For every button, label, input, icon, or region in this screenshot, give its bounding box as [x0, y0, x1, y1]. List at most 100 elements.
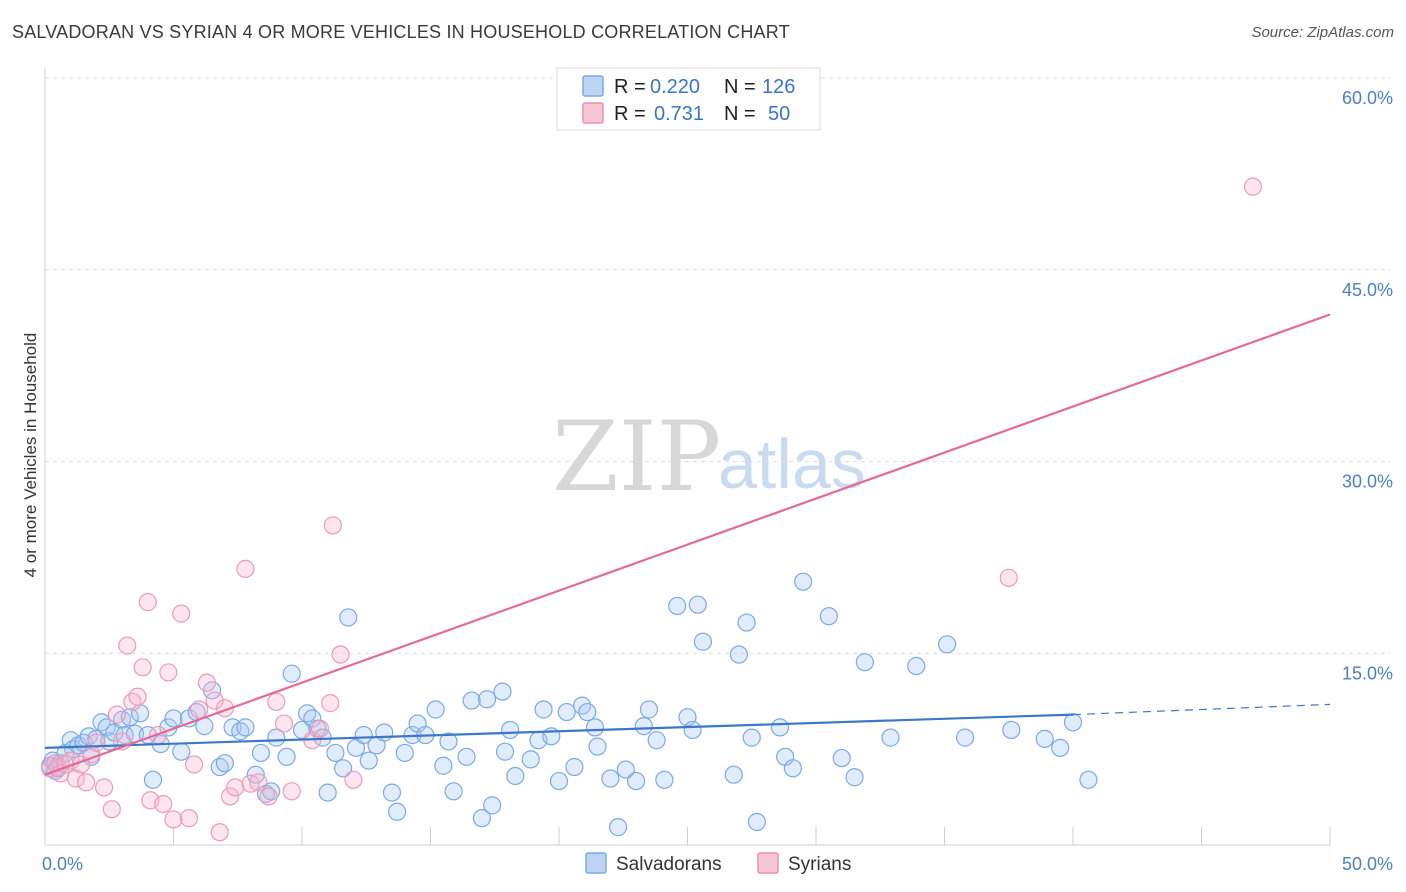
- salvadorans-point-95: [655, 770, 674, 789]
- salvadorans-point-40: [262, 782, 281, 801]
- syrians-point-22: [154, 794, 173, 814]
- syrians-point-24: [164, 810, 183, 829]
- salvadorans-point-70: [472, 809, 491, 828]
- salvadorans-point-103: [737, 613, 756, 632]
- bottom-legend-swatch-syrians: [757, 852, 779, 874]
- y-tick-label-3: 15.0%: [1342, 663, 1393, 683]
- salvadorans-point-81: [549, 771, 569, 791]
- legend-r-label-syrians: R =: [614, 103, 646, 125]
- syrians-point-44: [321, 694, 340, 713]
- salvadorans-point-74: [495, 742, 515, 761]
- salvadorans-point-119: [1035, 729, 1054, 748]
- salvadorans-point-110: [819, 607, 838, 626]
- salvadorans-point-79: [534, 700, 553, 719]
- salvadorans-point-51: [334, 759, 353, 778]
- salvadorans-point-108: [783, 759, 802, 778]
- salvadorans-point-55: [359, 751, 378, 770]
- syrians-point-37: [249, 773, 268, 792]
- salvadorans-point-100: [693, 632, 713, 651]
- y-tick-label-0: 60.0%: [1342, 88, 1393, 108]
- legend-n-label-syrians: N =: [724, 103, 756, 125]
- trend-lines: [44, 313, 1331, 776]
- salvadorans-point-98: [683, 720, 702, 740]
- salvadorans-point-122: [1079, 770, 1098, 789]
- salvadorans-point-120: [1051, 738, 1070, 757]
- salvadorans-point-33: [215, 754, 234, 773]
- salvadorans-point-73: [493, 682, 512, 701]
- salvadorans-point-76: [506, 766, 525, 786]
- bottom-legend-swatch-salvadorans: [585, 852, 607, 874]
- series-legend: Salvadorans Syrians: [585, 852, 851, 875]
- salvadorans-point-90: [616, 760, 635, 779]
- salvadorans-point-106: [770, 718, 790, 737]
- salvadorans-point-54: [354, 725, 373, 745]
- salvadorans-point-65: [434, 756, 453, 775]
- salvadorans-point-91: [626, 771, 646, 791]
- salvadorans-point-116: [937, 635, 957, 654]
- salvadorans-trend-extension: [1072, 703, 1331, 716]
- salvadorans-point-105: [747, 812, 766, 832]
- y-axis-label: 4 or more Vehicles in Household: [21, 333, 40, 578]
- salvadorans-point-26: [164, 709, 183, 728]
- salvadorans-point-83: [565, 757, 584, 777]
- x-tick-label-1: 50.0%: [1342, 854, 1393, 874]
- salvadorans-point-38: [251, 743, 270, 763]
- syrians-point-38: [259, 787, 278, 806]
- salvadorans-point-115: [907, 656, 926, 676]
- salvadorans-point-41: [267, 728, 286, 747]
- stats-legend: R = 0.220 N = 126 R = 0.731 N = 50: [556, 67, 821, 131]
- syrians-point-46: [331, 645, 350, 664]
- salvadorans-point-117: [955, 728, 975, 747]
- syrians-point-36: [241, 774, 260, 793]
- syrians-point-17: [128, 687, 147, 706]
- salvadorans-point-50: [326, 743, 345, 763]
- salvadorans-point-72: [483, 796, 502, 815]
- salvadorans-point-59: [387, 802, 407, 821]
- watermark-atlas: atlas: [718, 425, 866, 503]
- series-syrians: [41, 177, 1263, 842]
- salvadorans-point-67: [444, 782, 463, 801]
- syrians-point-18: [133, 658, 152, 677]
- salvadorans-point-88: [601, 769, 620, 788]
- legend-swatch-salvadorans: [582, 75, 604, 97]
- syrians-point-45: [323, 516, 342, 535]
- salvadorans-point-42: [277, 747, 296, 766]
- watermark-zip: ZIP: [552, 401, 721, 513]
- syrians-point-25: [172, 604, 191, 623]
- syrians-point-19: [138, 593, 157, 612]
- syrians-point-31: [210, 823, 229, 842]
- legend-r-value-syrians: 0.731: [654, 103, 704, 125]
- salvadorans-point-71: [477, 690, 497, 709]
- syrians-point-40: [274, 714, 294, 733]
- legend-n-value-syrians: 50: [768, 103, 790, 125]
- salvadorans-point-57: [375, 723, 394, 742]
- salvadorans-point-45: [298, 704, 317, 723]
- salvadorans-point-113: [845, 768, 864, 787]
- salvadorans-point-64: [426, 700, 445, 719]
- syrians-point-30: [205, 691, 224, 710]
- data-points: [41, 177, 1263, 842]
- salvadorans-point-99: [688, 595, 707, 614]
- salvadorans-trend-line: [44, 713, 1074, 749]
- salvadorans-point-121: [1063, 713, 1083, 732]
- salvadorans-point-101: [724, 765, 743, 784]
- salvadorans-point-49: [318, 783, 337, 802]
- salvadorans-point-66: [439, 732, 458, 751]
- salvadorans-point-94: [647, 731, 666, 750]
- salvadorans-point-86: [585, 718, 605, 737]
- syrians-point-27: [184, 755, 204, 774]
- salvadorans-point-13: [92, 713, 111, 732]
- salvadorans-point-36: [236, 718, 255, 737]
- x-tick-labels: 0.0% 50.0%: [42, 854, 1393, 874]
- legend-n-value-salvadorans: 126: [762, 76, 795, 98]
- legend-r-label-salvadorans: R =: [614, 76, 646, 98]
- y-tick-label-1: 45.0%: [1342, 280, 1393, 300]
- bottom-legend-label-salvadorans: Salvadorans: [616, 854, 722, 875]
- salvadorans-point-93: [639, 700, 659, 719]
- salvadorans-point-46: [303, 709, 322, 728]
- salvadorans-point-43: [282, 664, 301, 683]
- syrians-point-29: [197, 673, 217, 692]
- salvadorans-point-23: [143, 770, 163, 789]
- syrians-point-41: [282, 782, 301, 801]
- syrians-point-11: [95, 778, 114, 797]
